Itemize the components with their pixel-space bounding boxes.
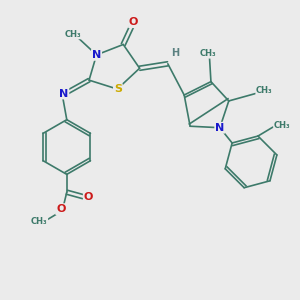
Text: N: N bbox=[59, 88, 68, 98]
Text: N: N bbox=[215, 123, 224, 133]
Text: O: O bbox=[56, 204, 65, 214]
Text: N: N bbox=[92, 50, 101, 60]
Text: H: H bbox=[171, 47, 179, 58]
Text: O: O bbox=[84, 192, 93, 202]
Text: CH₃: CH₃ bbox=[31, 217, 47, 226]
Text: CH₃: CH₃ bbox=[64, 30, 81, 39]
Text: CH₃: CH₃ bbox=[200, 49, 216, 58]
Text: CH₃: CH₃ bbox=[274, 121, 291, 130]
Text: O: O bbox=[129, 17, 138, 27]
Text: S: S bbox=[114, 84, 122, 94]
Text: CH₃: CH₃ bbox=[256, 86, 273, 95]
